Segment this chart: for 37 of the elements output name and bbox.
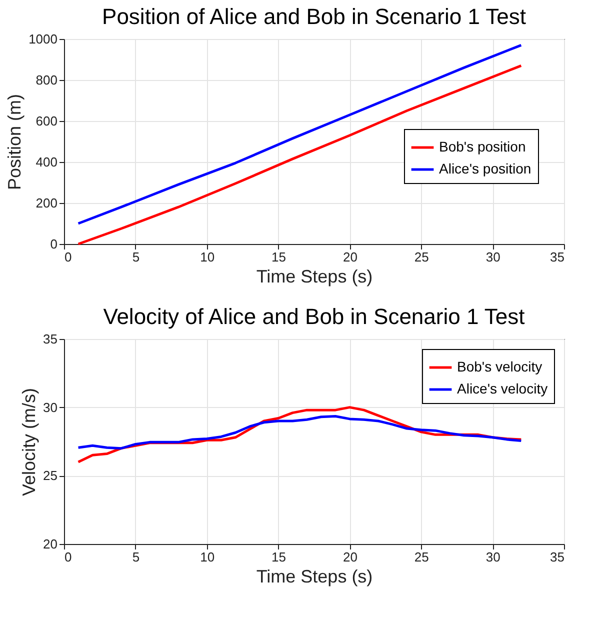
x-axis-title: Time Steps (s) xyxy=(256,566,373,586)
y-tick-label: 400 xyxy=(36,154,58,170)
x-tick-label: 35 xyxy=(550,550,564,564)
y-tick-label: 35 xyxy=(43,332,58,346)
x-tick-label: 25 xyxy=(414,250,429,264)
y-tick-label: 20 xyxy=(43,536,58,552)
x-tick-label: 15 xyxy=(272,250,286,264)
legend-label: Bob's velocity xyxy=(457,358,542,374)
y-tick-label: 200 xyxy=(36,196,58,210)
x-tick-label: 10 xyxy=(200,250,215,264)
y-tick-label: 600 xyxy=(36,114,58,128)
x-tick-label: 0 xyxy=(64,550,72,564)
x-tick-label: 10 xyxy=(200,550,215,564)
x-tick-label: 15 xyxy=(272,550,286,564)
legend-label: Alice's velocity xyxy=(457,380,548,396)
x-tick-label: 30 xyxy=(486,550,500,564)
y-tick-label: 25 xyxy=(43,468,58,484)
x-tick-label: 0 xyxy=(64,250,72,264)
x-tick-label: 5 xyxy=(132,250,140,264)
y-axis-title: Position (m) xyxy=(4,94,25,190)
y-tick-label: 800 xyxy=(36,72,58,88)
y-tick-label: 0 xyxy=(50,236,58,252)
x-tick-label: 25 xyxy=(414,550,429,564)
chart-title: Velocity of Alice and Bob in Scenario 1 Test xyxy=(103,304,525,329)
legend-label: Alice's position xyxy=(439,160,532,176)
y-tick-label: 30 xyxy=(43,400,58,415)
legend-label: Bob's position xyxy=(439,138,526,154)
chart-title: Position of Alice and Bob in Scenario 1 Test xyxy=(102,4,526,29)
x-tick-label: 20 xyxy=(342,550,358,564)
x-axis-title: Time Steps (s) xyxy=(256,266,373,286)
x-tick-label: 20 xyxy=(342,250,358,264)
x-tick-label: 35 xyxy=(550,250,564,264)
y-tick-label: 1000 xyxy=(28,32,58,46)
y-axis-title: Velocity (m/s) xyxy=(19,388,40,496)
x-tick-label: 30 xyxy=(486,250,500,264)
x-tick-label: 5 xyxy=(132,550,140,564)
line-series xyxy=(77,414,522,450)
